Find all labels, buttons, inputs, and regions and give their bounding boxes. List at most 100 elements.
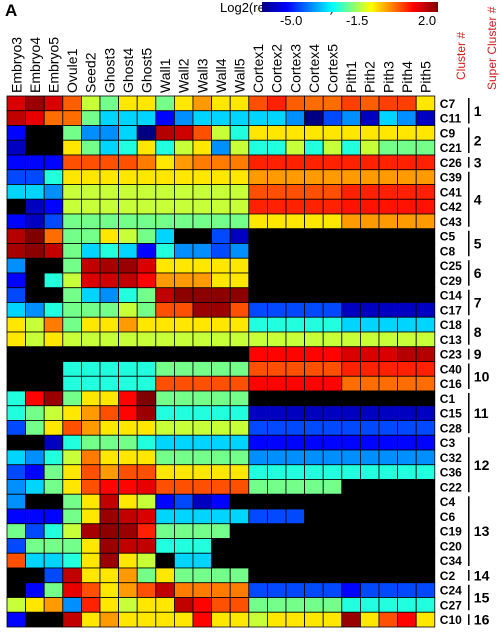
heatmap-cell-C3-Wall2 bbox=[173, 434, 194, 451]
heatmap-cell-C39-Pith4 bbox=[397, 169, 417, 185]
heatmap-cell-C18-Wall3 bbox=[192, 316, 213, 333]
heatmap-cell-C27-Wall3 bbox=[192, 597, 213, 613]
heatmap-cell-C22-Wall3 bbox=[192, 479, 213, 495]
row-label-c1: C1 bbox=[440, 392, 456, 406]
heatmap-cell-C3-Ovule1 bbox=[62, 434, 82, 451]
heatmap-cell-C19-Cortex2 bbox=[266, 523, 287, 539]
heatmap-cell-C19-Embryo4 bbox=[25, 523, 45, 539]
heatmap-cell-C9-Embryo3 bbox=[6, 125, 27, 141]
heatmap-cell-C19-Cortex4 bbox=[304, 523, 324, 539]
column-header-wall3: Wall3 bbox=[194, 58, 210, 93]
heatmap-cell-C23-Embryo4 bbox=[25, 346, 45, 362]
heatmap-cell-C34-Wall5 bbox=[229, 552, 250, 569]
heatmap-cell-C10-Ovule1 bbox=[62, 611, 82, 628]
heatmap-cell-C24-Embryo5 bbox=[43, 582, 64, 598]
column-headers: Embryo3 Embryo4 Embryo5 Ovule1 Seed2 Ghost3 Gh… bbox=[8, 37, 433, 93]
heatmap-cell-C19-Embryo3 bbox=[6, 523, 27, 539]
heatmap-cell-C43-Pith4 bbox=[397, 213, 417, 230]
heatmap-cell-C22-Wall1 bbox=[155, 479, 175, 495]
row-label-c42: C42 bbox=[440, 200, 462, 214]
heatmap-cell-C5-Seed2 bbox=[81, 228, 101, 244]
heatmap-cell-C4-Cortex2 bbox=[266, 493, 287, 510]
heatmap-cell-C43-Cortex3 bbox=[285, 213, 306, 230]
super-cluster-label-14: 14 bbox=[474, 567, 490, 583]
heatmap-cell-C14-Pith5 bbox=[415, 287, 436, 303]
heatmap-cell-C27-Pith1 bbox=[341, 597, 361, 613]
heatmap-cell-C42-Embryo4 bbox=[25, 198, 45, 215]
heatmap-cell-C41-Ghost5 bbox=[136, 184, 157, 200]
heatmap-cell-C24-Embryo3 bbox=[6, 582, 27, 598]
heatmap-cell-C25-Embryo3 bbox=[6, 257, 27, 274]
heatmap-cell-C2-Wall5 bbox=[229, 567, 250, 584]
heatmap-cell-C43-Pith2 bbox=[359, 213, 380, 230]
heatmap-cell-C18-Seed2 bbox=[81, 316, 101, 333]
heatmap-cell-C2-Ghost4 bbox=[118, 567, 138, 584]
heatmap-cell-C42-Embryo5 bbox=[43, 198, 64, 215]
heatmap-cell-C15-Seed2 bbox=[81, 405, 101, 421]
heatmap-cell-C14-Pith3 bbox=[378, 287, 399, 303]
heatmap-cell-C21-Cortex3 bbox=[285, 139, 306, 156]
heatmap-cell-C17-Ghost4 bbox=[118, 302, 138, 318]
heatmap-cell-C18-Pith4 bbox=[397, 316, 417, 333]
heatmap-cell-C43-Cortex1 bbox=[248, 213, 268, 230]
heatmap-cell-C16-Wall2 bbox=[173, 375, 194, 392]
heatmap-cell-C17-Wall2 bbox=[173, 302, 194, 318]
heatmap-cell-C15-Embryo4 bbox=[25, 405, 45, 421]
heatmap-cell-C19-Cortex1 bbox=[248, 523, 268, 539]
column-header-cortex1: Cortex1 bbox=[250, 44, 266, 93]
row-label-c27: C27 bbox=[440, 598, 462, 612]
heatmap-cell-C41-Pith3 bbox=[378, 184, 399, 200]
heatmap-cell-C40-Cortex3 bbox=[285, 361, 306, 377]
heatmap-cell-C1-Cortex5 bbox=[322, 390, 343, 407]
heatmap-cell-C19-Embryo5 bbox=[43, 523, 64, 539]
heatmap-cell-C16-Ghost5 bbox=[136, 375, 157, 392]
heatmap-cell-C41-Embryo5 bbox=[43, 184, 64, 200]
heatmap-cell-C32-Wall5 bbox=[229, 449, 250, 466]
super-cluster-label-1: 1 bbox=[474, 103, 482, 119]
heatmap-cell-C19-Pith3 bbox=[378, 523, 399, 539]
heatmap-cell-C22-Pith4 bbox=[397, 479, 417, 495]
heatmap-cell-C26-Wall5 bbox=[229, 154, 250, 171]
heatmap-cell-C36-Ghost3 bbox=[99, 464, 120, 480]
row-label-c10: C10 bbox=[440, 613, 462, 627]
heatmap-cell-C19-Wall4 bbox=[211, 523, 231, 539]
heatmap-cell-C8-Cortex4 bbox=[304, 243, 324, 259]
heatmap-cell-C28-Pith3 bbox=[378, 420, 399, 436]
heatmap-cell-C32-Cortex4 bbox=[304, 449, 324, 466]
heatmap-cell-C26-Wall3 bbox=[192, 154, 213, 171]
heatmap-cell-C17-Embryo4 bbox=[25, 302, 45, 318]
heatmap-cell-C4-Pith4 bbox=[397, 493, 417, 510]
heatmap-cell-C39-Cortex4 bbox=[304, 169, 324, 185]
heatmap-cell-C4-Pith3 bbox=[378, 493, 399, 510]
heatmap-cell-C23-Ghost4 bbox=[118, 346, 138, 362]
heatmap-cell-C10-Cortex5 bbox=[322, 611, 343, 628]
heatmap-cell-C40-Wall2 bbox=[173, 361, 194, 377]
heatmap-cell-C5-Pith5 bbox=[415, 228, 436, 244]
heatmap-cell-C23-Wall4 bbox=[211, 346, 231, 362]
heatmap-cell-C36-Pith4 bbox=[397, 464, 417, 480]
heatmap-cell-C7-Ghost5 bbox=[136, 95, 157, 112]
heatmap-cell-C4-Seed2 bbox=[81, 493, 101, 510]
heatmap-cell-C4-Wall3 bbox=[192, 493, 213, 510]
heatmap-cell-C9-Cortex2 bbox=[266, 125, 287, 141]
heatmap-cell-C20-Ghost5 bbox=[136, 538, 157, 554]
heatmap-cell-C25-Pith3 bbox=[378, 257, 399, 274]
heatmap-cell-C32-Wall3 bbox=[192, 449, 213, 466]
heatmap-cell-C7-Cortex4 bbox=[304, 95, 324, 112]
heatmap-cell-C43-Wall1 bbox=[155, 213, 175, 230]
heatmap-cell-C9-Wall3 bbox=[192, 125, 213, 141]
heatmap-cell-C36-Cortex1 bbox=[248, 464, 268, 480]
heatmap-cell-C40-Pith3 bbox=[378, 361, 399, 377]
heatmap-cell-C20-Ghost4 bbox=[118, 538, 138, 554]
heatmap-cell-C10-Wall2 bbox=[173, 611, 194, 628]
heatmap-cell-C23-Cortex5 bbox=[322, 346, 343, 362]
super-cluster-label-10: 10 bbox=[474, 368, 490, 384]
heatmap-cell-C41-Cortex4 bbox=[304, 184, 324, 200]
heatmap-cell-C21-Embryo3 bbox=[6, 139, 27, 156]
heatmap-cell-C11-Pith2 bbox=[359, 110, 380, 126]
heatmap-cell-C3-Embryo5 bbox=[43, 434, 64, 451]
heatmap-cell-C19-Ghost5 bbox=[136, 523, 157, 539]
column-header-wall5: Wall5 bbox=[232, 58, 248, 93]
row-label-c36: C36 bbox=[440, 466, 462, 480]
